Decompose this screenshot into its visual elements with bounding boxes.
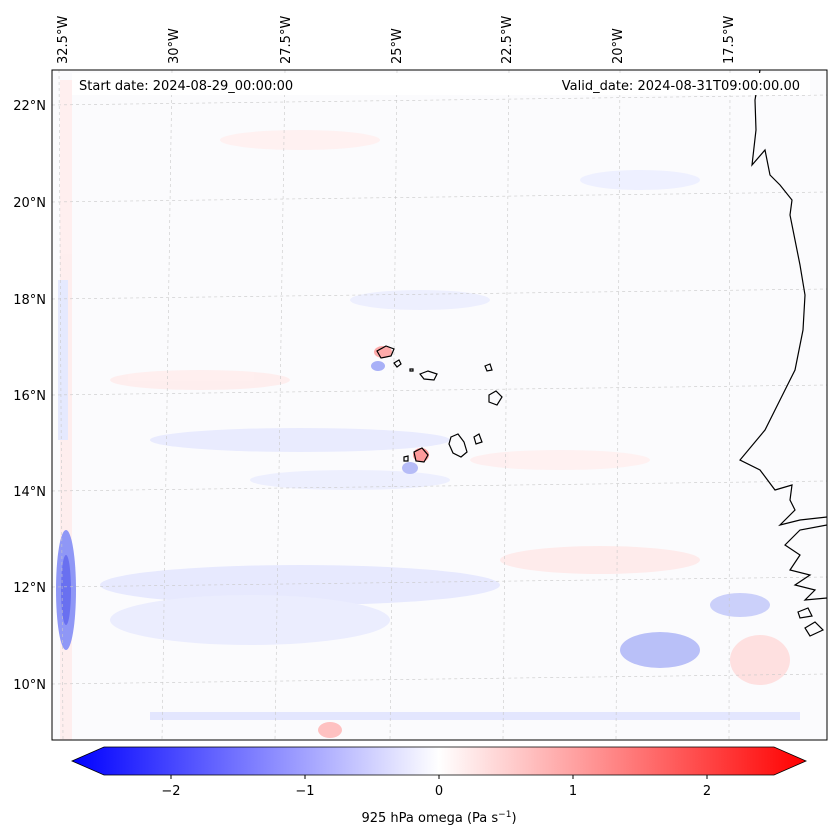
lon-label-22-5: 22.5°W bbox=[500, 16, 515, 64]
strong-subsidence-core bbox=[61, 555, 71, 625]
guinea-coastline bbox=[784, 524, 827, 601]
start-date-label: Start date: 2024-08-29_00:00:00 bbox=[79, 79, 293, 94]
lat-label-14: 14°N bbox=[13, 485, 46, 500]
santo-antao-island bbox=[376, 345, 395, 359]
bijagos-island-2 bbox=[804, 621, 825, 637]
island-negative-2 bbox=[402, 462, 418, 474]
colorbar: −2 −1 0 1 2 925 hPa omega (Pa s−1) bbox=[71, 746, 807, 826]
east-positive-band-2 bbox=[500, 546, 700, 574]
edge-band-negative bbox=[58, 280, 68, 440]
lat-line-22 bbox=[52, 94, 827, 106]
lat-label-10: 10°N bbox=[13, 678, 46, 693]
sao-nicolau-island bbox=[419, 370, 438, 381]
bijagos-island bbox=[797, 607, 813, 619]
santa-luzia-island bbox=[409, 368, 414, 372]
lon-label-32-5: 32.5°W bbox=[56, 16, 71, 64]
map-panel: Start date: 2024-08-29_00:00:00 Valid_da… bbox=[52, 70, 827, 740]
lat-line-18 bbox=[52, 288, 827, 300]
lon-line-20 bbox=[615, 70, 621, 740]
lon-label-27-5: 27.5°W bbox=[279, 16, 294, 64]
colorbar-label-exponent: −1 bbox=[498, 810, 511, 820]
lat-line-16 bbox=[52, 384, 827, 396]
valid-date-label: Valid_date: 2024-08-31T09:00:00.00 bbox=[562, 79, 800, 94]
lon-label-20: 20°W bbox=[611, 28, 626, 64]
north-negative-band bbox=[350, 290, 490, 310]
lat-label-18: 18°N bbox=[13, 293, 46, 308]
latitude-labels: 22°N 20°N 18°N 16°N 14°N 12°N 10°N bbox=[13, 99, 46, 693]
lat-line-14 bbox=[52, 480, 827, 492]
map-frame bbox=[51, 69, 828, 741]
lat-line-20 bbox=[52, 191, 827, 203]
coastlines bbox=[376, 70, 827, 637]
sal-island bbox=[484, 363, 493, 372]
lat-line-12 bbox=[52, 576, 827, 588]
santiago-island bbox=[448, 433, 468, 458]
colorbar-label-text: 925 hPa omega (Pa s bbox=[361, 811, 498, 826]
island-positive-1 bbox=[374, 346, 392, 358]
east-positive-band bbox=[470, 450, 650, 470]
lon-label-30: 30°W bbox=[167, 28, 182, 64]
fogo-island bbox=[413, 447, 429, 463]
lat-label-16: 16°N bbox=[13, 389, 46, 404]
bottom-band bbox=[150, 712, 800, 720]
south-east-negative bbox=[620, 632, 700, 668]
lon-line-30 bbox=[161, 70, 173, 740]
sao-vicente-island bbox=[393, 359, 402, 368]
longitude-labels: 32.5°W 30°W 27.5°W 25°W 22.5°W 20°W 17.5… bbox=[56, 16, 737, 64]
central-negative-band bbox=[150, 428, 450, 452]
lon-label-25: 25°W bbox=[390, 28, 405, 64]
date-banner bbox=[72, 73, 810, 95]
central-negative-band-2 bbox=[250, 470, 450, 490]
brava-island bbox=[403, 455, 409, 462]
lon-label-17-5: 17.5°W bbox=[722, 16, 737, 64]
lon-line-25 bbox=[389, 70, 398, 740]
omega-field bbox=[56, 80, 800, 740]
cb-tick-label-2: −1 bbox=[295, 784, 314, 799]
central-positive-band bbox=[110, 370, 290, 390]
cb-tick-label-4: 1 bbox=[569, 784, 577, 799]
cb-tick-label-5: 2 bbox=[703, 784, 711, 799]
graticule bbox=[52, 70, 827, 740]
colorbar-ticks: −2 −1 0 1 2 bbox=[161, 775, 711, 799]
lon-line-17-5 bbox=[728, 70, 731, 740]
colorbar-label: 925 hPa omega (Pa s−1) bbox=[361, 810, 516, 826]
maio-island bbox=[473, 433, 483, 445]
south-negative-band-2 bbox=[110, 595, 390, 645]
colorbar-bar bbox=[71, 746, 807, 776]
bottom-positive-spot bbox=[318, 722, 342, 738]
south-negative-band bbox=[100, 565, 500, 605]
lat-label-12: 12°N bbox=[13, 581, 46, 596]
cb-tick-label-1: −2 bbox=[161, 784, 180, 799]
south-east-negative-2 bbox=[710, 593, 770, 617]
africa-coastline bbox=[739, 70, 827, 527]
lat-label-22: 22°N bbox=[13, 99, 46, 114]
south-east-positive bbox=[730, 635, 790, 685]
cb-tick-label-3: 0 bbox=[435, 784, 443, 799]
boa-vista-island bbox=[488, 390, 503, 406]
lon-line-32-5 bbox=[58, 70, 64, 740]
lat-label-20: 20°N bbox=[13, 196, 46, 211]
lon-line-27-5 bbox=[274, 70, 286, 740]
north-positive bbox=[220, 130, 380, 150]
lon-line-22-5 bbox=[502, 70, 510, 740]
colorbar-label-close: ) bbox=[511, 811, 516, 826]
north-east-negative bbox=[580, 170, 700, 190]
island-negative-1 bbox=[371, 361, 385, 371]
